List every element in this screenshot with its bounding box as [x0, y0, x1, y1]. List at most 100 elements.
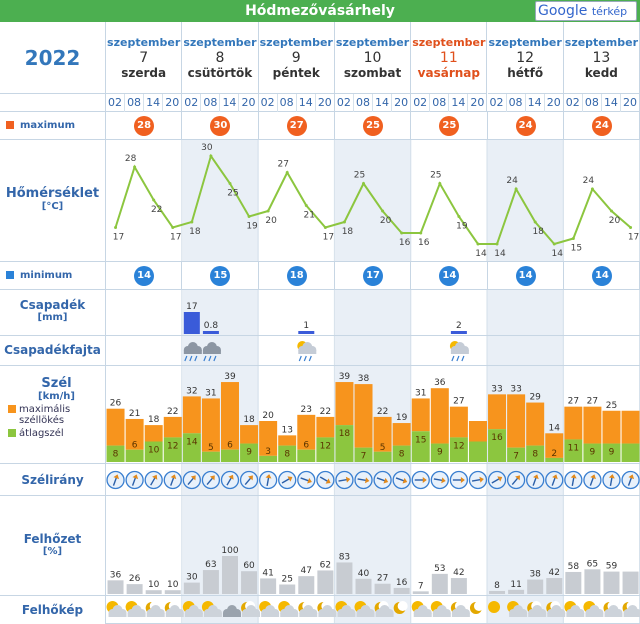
temperature-point [552, 242, 556, 246]
cloud-value: 8 [494, 581, 500, 591]
cloud-value: 40 [358, 569, 370, 579]
cloud-value: 27 [377, 574, 388, 584]
wind-gust-value: 33 [510, 384, 521, 394]
wind-gust-bar [392, 423, 411, 446]
hour-label: 02 [488, 94, 507, 112]
wind-avg-value: 11 [568, 443, 579, 453]
day-stripe [487, 140, 564, 262]
day-header[interactable]: szeptember 10 szombat [334, 22, 412, 94]
temperature-point [457, 215, 461, 218]
day-number: 13 [592, 50, 611, 66]
day-number: 7 [139, 50, 149, 66]
temperature-point [533, 220, 537, 224]
temperature-point [590, 187, 594, 191]
day-month: szeptember [183, 36, 257, 49]
wind-avg-value: 18 [339, 429, 351, 439]
wind-direction-icon [144, 470, 163, 490]
day-separator [410, 262, 412, 290]
cloud-bar [489, 590, 506, 594]
hour-label: 08 [201, 94, 221, 112]
day-header[interactable]: szeptember 13 kedd [563, 22, 640, 94]
wind-label: Szél [km/h] maximális széllökés átlagszé… [0, 366, 106, 464]
wind-gust-value: 31 [205, 388, 216, 398]
temperature-value: 14 [552, 249, 564, 259]
cloud-value: 16 [396, 578, 408, 588]
wind-avg-bar [240, 443, 259, 462]
wind-avg-value: 10 [148, 446, 160, 456]
max-temp-badge: 24 [591, 116, 612, 136]
temperature-point [419, 231, 423, 235]
precip-bar [202, 331, 219, 334]
day-weekday: csütörtök [187, 66, 253, 80]
wind-avg-value: 2 [551, 449, 557, 459]
wind-gust-bar [335, 382, 354, 426]
wind-gust-value: 18 [148, 415, 160, 425]
day-separator [181, 262, 183, 290]
day-weekday: kedd [584, 66, 618, 80]
moon-cloud-icon [603, 601, 623, 617]
temperature-point [495, 242, 499, 246]
min-temp-badge: 14 [439, 266, 460, 286]
hour-label: 20 [621, 94, 640, 112]
temperature-point [342, 220, 346, 224]
wind-direction-icon [468, 470, 488, 490]
wind-avg-bar [201, 451, 220, 462]
day-header[interactable]: szeptember 12 hétfő [487, 22, 564, 94]
moon-icon [469, 601, 484, 614]
cloud-value: 10 [148, 580, 160, 590]
day-header[interactable]: szeptember 8 csütörtök [182, 22, 259, 94]
day-header[interactable]: szeptember 11 vasárnap [411, 22, 488, 94]
hour-label: 08 [278, 94, 297, 112]
wind-avg-bar [220, 449, 239, 462]
hour-label: 14 [602, 94, 621, 112]
wind-avg-bar [392, 445, 411, 462]
temperature-line [114, 153, 632, 246]
wind-gust-value: 26 [110, 399, 122, 409]
wind-direction-icon [239, 470, 259, 490]
google-map-button[interactable]: Google térkép [535, 1, 637, 21]
minimum-legend-square [6, 271, 14, 279]
day-stripe [334, 336, 412, 366]
day-header[interactable]: szeptember 7 szerda [106, 22, 183, 94]
temperature-point [266, 209, 270, 213]
hour-label: 08 [125, 94, 145, 112]
wind-gust-bar [182, 396, 201, 434]
temperature-point [285, 171, 289, 174]
cloud-bar [450, 578, 467, 594]
temperature-point [438, 182, 442, 185]
cloud-bar [527, 579, 544, 594]
wind-avg-value: 16 [491, 433, 503, 443]
cloud-value: 58 [568, 562, 580, 572]
wind-avg-value: 6 [303, 441, 309, 451]
wind-avg-bar [259, 455, 278, 462]
wind-gust-value: 22 [167, 407, 178, 417]
cloud-bar [260, 578, 277, 594]
day-header[interactable]: szeptember 9 péntek [258, 22, 335, 94]
temperature-value: 20 [380, 216, 392, 226]
cloud-value: 7 [418, 581, 424, 591]
hour-label: 02 [564, 94, 583, 112]
moon-icon [393, 601, 408, 614]
moon-cloud-icon [164, 601, 184, 617]
day-number: 11 [439, 50, 458, 66]
day-separator [486, 112, 488, 140]
wind-avg-bar [297, 449, 316, 462]
cloud-value: 25 [281, 575, 292, 585]
hour-label: 08 [583, 94, 602, 112]
google-logo: Google [538, 3, 588, 19]
year-label: 2022 [0, 22, 106, 94]
max-temp-badge: 24 [515, 116, 536, 136]
temperature-value: 20 [265, 216, 277, 226]
temperature-value: 16 [399, 238, 411, 248]
temperature-point [152, 198, 156, 202]
wind-gust-bar [449, 406, 468, 438]
sun-cloud-icon [430, 601, 451, 617]
hour-label: 02 [411, 94, 431, 112]
sun-cloud-icon [278, 601, 299, 617]
wind-avg-value: 9 [246, 448, 252, 458]
min-temp-badge: 14 [515, 266, 536, 286]
day-stripe [334, 290, 412, 336]
day-month: szeptember [564, 36, 638, 49]
wind-gust-value: 25 [606, 401, 617, 411]
cloud-bar [374, 583, 391, 594]
